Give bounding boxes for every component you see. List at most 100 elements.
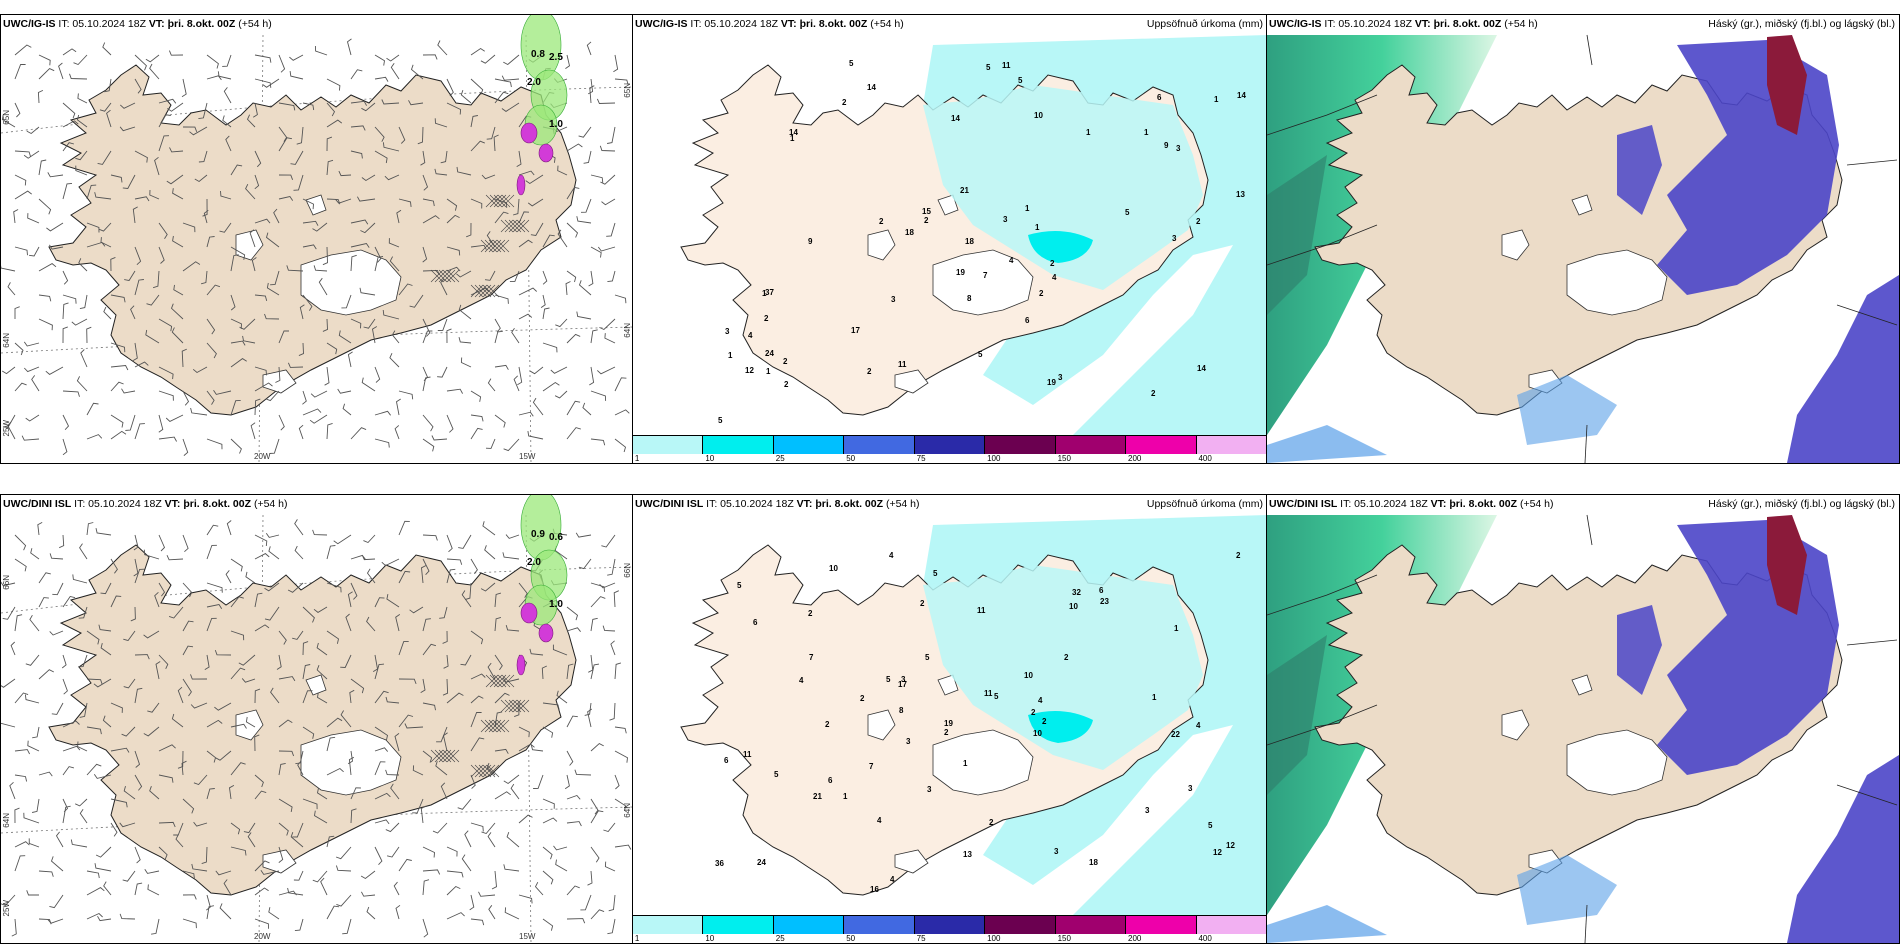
wind-barb	[61, 654, 67, 669]
wind-barb	[143, 630, 160, 639]
wind-barb	[518, 239, 533, 248]
wind-barb	[202, 198, 208, 217]
wind-barb	[565, 281, 571, 296]
wind-barb	[446, 846, 458, 857]
colorbar-tick: 400	[1198, 934, 1212, 943]
wind-barb	[268, 907, 280, 920]
wind-barb	[226, 520, 232, 536]
wind-barb	[62, 595, 76, 608]
wind-barb	[38, 263, 57, 272]
wind-barb	[350, 427, 367, 440]
wind-barb	[494, 364, 509, 370]
wind-barb	[23, 366, 40, 373]
wind-barb	[614, 78, 629, 85]
wind-barb	[599, 582, 616, 589]
wind-barb	[518, 211, 530, 224]
wind-barb	[446, 388, 463, 394]
wind-barb	[410, 64, 424, 80]
wind-barb	[566, 427, 581, 440]
precip-value-label: 5	[774, 770, 779, 779]
wind-barb	[302, 798, 318, 810]
wind-barb	[73, 54, 88, 66]
colorbar-segment	[1126, 436, 1197, 454]
panel-header: UWC/DINI ISL IT: 05.10.2024 18Z VT: þri.…	[1269, 498, 1554, 510]
colorbar-segment	[703, 436, 774, 454]
wind-barb	[230, 596, 244, 608]
wind-barb	[374, 126, 385, 142]
wind-barb	[326, 342, 338, 355]
wind-barb	[72, 574, 88, 584]
wind-barb	[604, 333, 616, 344]
wind-barb	[77, 741, 88, 752]
wind-barb	[503, 54, 520, 66]
wind-barb	[69, 73, 88, 80]
wind-barb	[223, 879, 232, 896]
wind-barb	[158, 821, 176, 828]
precip-area	[520, 15, 562, 81]
wind-barb	[133, 534, 139, 551]
wind-barb	[110, 430, 127, 440]
wind-barb	[269, 438, 280, 454]
wind-barb	[398, 640, 409, 656]
wind-barb	[607, 918, 616, 935]
wind-barb	[270, 687, 280, 704]
wind-barb	[382, 142, 400, 152]
wind-barb	[102, 715, 112, 728]
wind-barb	[398, 390, 414, 400]
wind-barb	[86, 678, 103, 685]
precip-value-label: 2	[808, 609, 813, 618]
wind-barb	[340, 710, 352, 728]
wind-barb	[580, 198, 592, 213]
wind-barb	[31, 375, 40, 392]
wind-barb	[394, 425, 400, 440]
wind-barb	[566, 606, 579, 621]
colorbar-segment	[914, 436, 986, 454]
precip-value-label: 19	[1047, 378, 1056, 387]
precip-value-label: 2	[1236, 551, 1241, 560]
wind-barb	[590, 246, 602, 258]
wind-barb	[529, 648, 544, 656]
wind-barb	[602, 625, 616, 632]
wind-barb	[45, 366, 64, 375]
wind-barb	[422, 558, 430, 576]
cloud-title: Háský (gr.), miðský (fj.bl.) og lágský (…	[1708, 498, 1895, 510]
wind-barb	[505, 624, 520, 632]
wind-barb	[294, 918, 304, 932]
wind-barb	[254, 688, 261, 704]
wind-barb	[287, 887, 304, 896]
wind-barb	[422, 246, 428, 263]
wind-barb	[302, 220, 319, 226]
precip-value-label: 3	[1145, 806, 1150, 815]
wind-barb	[350, 69, 363, 80]
colorbar-tick: 50	[846, 934, 856, 943]
wind-barb	[484, 545, 496, 560]
wind-barb	[47, 918, 64, 924]
wind-barb	[314, 45, 328, 56]
precip-value-label: 3	[1054, 847, 1059, 856]
precip-value-label: 4	[877, 816, 882, 825]
wind-barb	[302, 294, 313, 311]
wind-barb	[94, 863, 112, 872]
wind-barb	[13, 209, 19, 224]
wind-barb	[166, 555, 184, 561]
wind-barb	[193, 774, 208, 786]
wind-barb	[576, 311, 592, 320]
wind-barb	[32, 726, 40, 739]
wind-barb	[381, 99, 400, 105]
precip-value-label: 4	[1038, 696, 1043, 705]
wind-barb	[357, 196, 376, 202]
lat-label: 66N	[623, 563, 632, 578]
wind-barb	[182, 645, 194, 656]
wind-barb	[182, 894, 197, 900]
wind-barb	[486, 762, 496, 776]
wind-barb	[590, 329, 598, 344]
wind-barb	[14, 306, 20, 319]
wind-barb	[564, 774, 570, 790]
wind-barb	[149, 189, 160, 200]
wind-barb	[254, 790, 267, 800]
wind-barb	[398, 570, 411, 584]
wind-barb	[361, 102, 376, 112]
wind-barb	[590, 596, 606, 608]
colorbar-tick: 150	[1057, 934, 1071, 943]
precip-value-label: 3	[1176, 144, 1181, 153]
